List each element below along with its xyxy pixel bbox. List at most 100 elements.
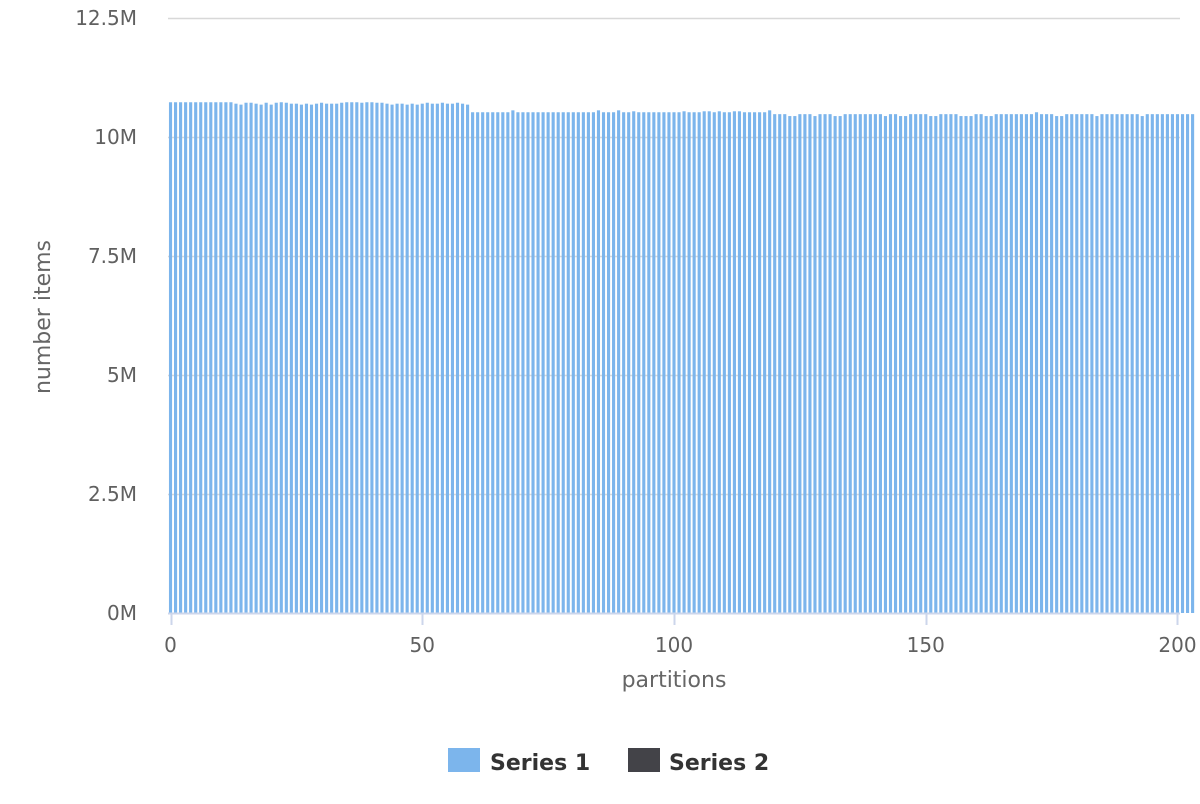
bar[interactable] — [1125, 114, 1129, 614]
bar[interactable] — [1075, 114, 1079, 614]
bar[interactable] — [1135, 114, 1139, 614]
bar[interactable] — [858, 114, 862, 614]
bar[interactable] — [561, 112, 565, 613]
bar[interactable] — [914, 114, 918, 614]
bar[interactable] — [184, 102, 188, 613]
bar[interactable] — [450, 103, 455, 614]
bar[interactable] — [606, 112, 611, 613]
bar[interactable] — [813, 116, 817, 613]
bar[interactable] — [476, 112, 480, 613]
bar[interactable] — [491, 112, 495, 613]
bar[interactable] — [732, 111, 736, 614]
bar[interactable] — [919, 114, 923, 614]
bar[interactable] — [1191, 114, 1195, 614]
bar[interactable] — [209, 102, 213, 613]
bar[interactable] — [244, 102, 248, 613]
bar[interactable] — [1145, 114, 1149, 614]
bar[interactable] — [375, 102, 379, 613]
bar[interactable] — [581, 112, 585, 613]
bar[interactable] — [410, 103, 414, 614]
bar[interactable] — [1185, 114, 1190, 614]
bar[interactable] — [798, 114, 802, 614]
bar[interactable] — [501, 112, 505, 613]
bar[interactable] — [909, 114, 913, 614]
bar[interactable] — [1085, 114, 1089, 614]
bar[interactable] — [1060, 116, 1064, 613]
bar[interactable] — [460, 103, 465, 614]
bar[interactable] — [868, 114, 872, 614]
bar[interactable] — [652, 112, 656, 613]
bar[interactable] — [1160, 114, 1164, 614]
bar[interactable] — [737, 111, 742, 614]
bar[interactable] — [224, 102, 228, 613]
bar[interactable] — [199, 102, 203, 613]
bar[interactable] — [763, 112, 767, 613]
bar[interactable] — [1024, 114, 1028, 614]
bar[interactable] — [516, 112, 520, 613]
bar[interactable] — [1100, 114, 1104, 614]
bar[interactable] — [1009, 114, 1013, 614]
bar[interactable] — [325, 103, 329, 614]
bar[interactable] — [878, 114, 882, 614]
bar[interactable] — [204, 102, 208, 613]
bar[interactable] — [773, 114, 777, 614]
bar[interactable] — [758, 112, 762, 613]
bar[interactable] — [571, 112, 575, 613]
bar[interactable] — [566, 112, 570, 613]
bar[interactable] — [949, 114, 953, 614]
bar[interactable] — [843, 114, 847, 614]
bar[interactable] — [526, 112, 530, 613]
bar[interactable] — [304, 103, 309, 614]
bar[interactable] — [395, 103, 399, 614]
bar[interactable] — [1175, 114, 1180, 614]
bar[interactable] — [340, 102, 344, 613]
bar[interactable] — [335, 103, 339, 614]
bar[interactable] — [234, 103, 238, 614]
bar[interactable] — [989, 116, 993, 613]
bar[interactable] — [707, 111, 711, 614]
bar[interactable] — [1170, 114, 1175, 614]
bar[interactable] — [284, 102, 288, 613]
bar[interactable] — [591, 112, 595, 613]
bar[interactable] — [179, 102, 183, 613]
bar[interactable] — [924, 114, 928, 614]
bar[interactable] — [1105, 114, 1109, 614]
bar[interactable] — [360, 102, 364, 613]
bar[interactable] — [984, 116, 988, 613]
bar[interactable] — [556, 112, 560, 613]
bar[interactable] — [959, 116, 963, 613]
bar[interactable] — [440, 102, 444, 613]
bar[interactable] — [742, 112, 747, 613]
bar[interactable] — [1110, 114, 1114, 614]
bar[interactable] — [954, 114, 958, 614]
bar[interactable] — [445, 103, 449, 614]
bar[interactable] — [722, 112, 726, 613]
bar[interactable] — [314, 103, 319, 614]
bar[interactable] — [1039, 114, 1044, 614]
bar[interactable] — [269, 104, 273, 613]
bar[interactable] — [466, 104, 470, 613]
bar[interactable] — [677, 112, 681, 613]
bar[interactable] — [1065, 114, 1069, 614]
bar[interactable] — [481, 112, 485, 613]
bar[interactable] — [496, 112, 500, 613]
bar[interactable] — [601, 112, 606, 613]
bar[interactable] — [430, 103, 434, 614]
bar[interactable] — [753, 112, 757, 613]
bar[interactable] — [511, 110, 515, 613]
bar[interactable] — [979, 114, 983, 614]
bar[interactable] — [1090, 114, 1094, 614]
bar[interactable] — [596, 110, 601, 613]
bar[interactable] — [788, 116, 792, 613]
bar[interactable] — [420, 103, 424, 614]
bar[interactable] — [294, 103, 298, 614]
bar[interactable] — [1055, 116, 1059, 613]
bar[interactable] — [622, 112, 626, 613]
bar[interactable] — [687, 112, 691, 613]
bar[interactable] — [712, 112, 716, 613]
bar[interactable] — [400, 103, 404, 614]
bar[interactable] — [320, 102, 324, 613]
bar[interactable] — [506, 112, 510, 613]
bar[interactable] — [551, 112, 555, 613]
bar[interactable] — [632, 111, 636, 614]
